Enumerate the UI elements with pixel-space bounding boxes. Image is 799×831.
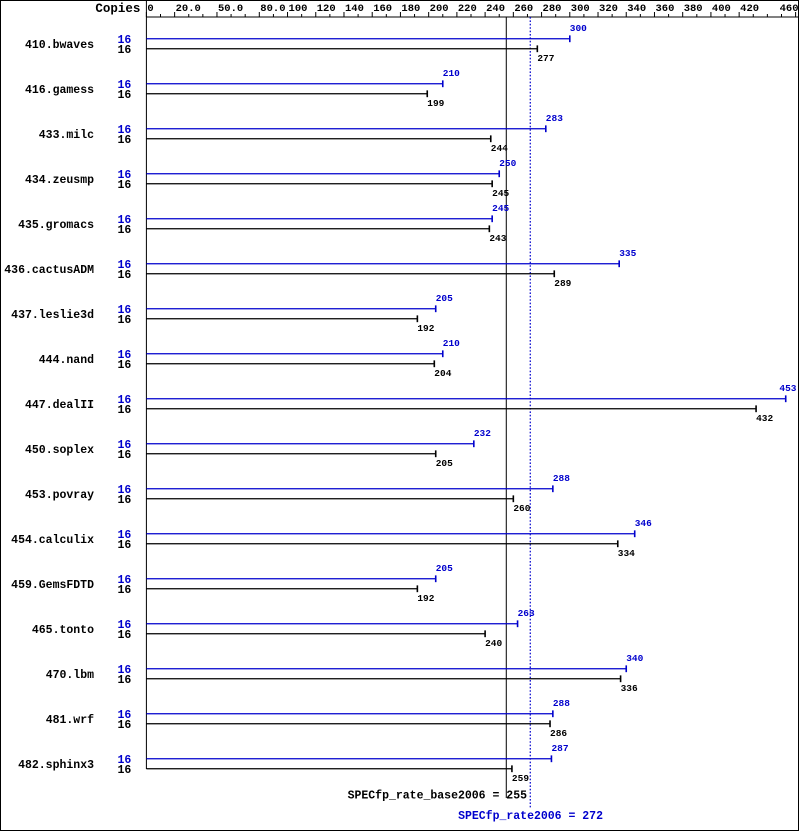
svg-text:340: 340: [627, 3, 646, 15]
svg-text:220: 220: [458, 3, 477, 15]
svg-text:204: 204: [434, 368, 451, 379]
svg-text:300: 300: [570, 23, 587, 34]
svg-text:16: 16: [118, 134, 132, 147]
svg-text:16: 16: [118, 404, 132, 417]
svg-text:263: 263: [518, 608, 535, 619]
svg-text:260: 260: [514, 3, 533, 15]
svg-text:244: 244: [491, 143, 508, 154]
svg-text:120: 120: [317, 3, 336, 15]
svg-text:346: 346: [635, 518, 652, 529]
svg-text:289: 289: [554, 278, 571, 289]
svg-text:300: 300: [571, 3, 590, 15]
svg-text:460: 460: [780, 3, 799, 15]
svg-text:192: 192: [417, 323, 434, 334]
svg-text:100: 100: [289, 3, 308, 15]
svg-text:16: 16: [118, 764, 132, 777]
svg-text:16: 16: [118, 314, 132, 327]
svg-text:210: 210: [443, 68, 460, 79]
svg-text:336: 336: [621, 683, 638, 694]
svg-text:250: 250: [499, 158, 516, 169]
svg-text:205: 205: [436, 458, 453, 469]
svg-text:50.0: 50.0: [218, 3, 243, 15]
svg-text:481.wrf: 481.wrf: [46, 714, 94, 727]
svg-text:360: 360: [655, 3, 674, 15]
svg-text:240: 240: [485, 638, 502, 649]
svg-text:288: 288: [553, 473, 570, 484]
svg-text:286: 286: [550, 728, 567, 739]
svg-text:16: 16: [118, 179, 132, 192]
svg-text:SPECfp_rate_base2006 = 255: SPECfp_rate_base2006 = 255: [348, 790, 528, 803]
svg-text:245: 245: [492, 203, 509, 214]
svg-text:80.0: 80.0: [260, 3, 285, 15]
svg-text:437.leslie3d: 437.leslie3d: [11, 309, 94, 322]
svg-text:432: 432: [756, 413, 773, 424]
svg-text:410.bwaves: 410.bwaves: [25, 39, 94, 52]
svg-text:180: 180: [401, 3, 420, 15]
svg-text:16: 16: [118, 719, 132, 732]
svg-text:16: 16: [118, 359, 132, 372]
svg-text:199: 199: [427, 98, 444, 109]
svg-text:434.zeusmp: 434.zeusmp: [25, 174, 94, 187]
svg-text:16: 16: [118, 449, 132, 462]
svg-text:450.soplex: 450.soplex: [25, 444, 94, 457]
svg-text:453: 453: [779, 383, 796, 394]
svg-text:482.sphinx3: 482.sphinx3: [18, 759, 94, 772]
svg-text:16: 16: [118, 224, 132, 237]
svg-text:SPECfp_rate2006 = 272: SPECfp_rate2006 = 272: [458, 810, 603, 823]
svg-text:283: 283: [546, 113, 563, 124]
svg-text:453.povray: 453.povray: [25, 489, 94, 502]
svg-text:16: 16: [118, 494, 132, 507]
svg-text:16: 16: [118, 674, 132, 687]
svg-text:280: 280: [543, 3, 562, 15]
svg-text:Copies: Copies: [95, 2, 140, 16]
svg-text:380: 380: [684, 3, 703, 15]
svg-text:260: 260: [513, 503, 530, 514]
svg-text:459.GemsFDTD: 459.GemsFDTD: [11, 579, 94, 592]
svg-text:433.milc: 433.milc: [39, 129, 94, 142]
svg-text:16: 16: [118, 539, 132, 552]
svg-text:200: 200: [430, 3, 449, 15]
svg-text:240: 240: [486, 3, 505, 15]
svg-text:245: 245: [492, 188, 509, 199]
svg-text:444.nand: 444.nand: [39, 354, 94, 367]
svg-text:16: 16: [118, 584, 132, 597]
svg-text:340: 340: [626, 653, 643, 664]
svg-text:205: 205: [436, 293, 453, 304]
svg-text:16: 16: [118, 44, 132, 57]
svg-text:447.dealII: 447.dealII: [25, 399, 94, 412]
svg-text:232: 232: [474, 428, 491, 439]
svg-text:16: 16: [118, 629, 132, 642]
svg-text:470.lbm: 470.lbm: [46, 669, 94, 682]
svg-text:400: 400: [712, 3, 731, 15]
svg-text:435.gromacs: 435.gromacs: [18, 219, 94, 232]
svg-text:160: 160: [373, 3, 392, 15]
svg-text:0: 0: [147, 3, 153, 15]
svg-text:16: 16: [118, 269, 132, 282]
svg-text:192: 192: [417, 593, 434, 604]
svg-text:287: 287: [551, 743, 568, 754]
svg-text:210: 210: [443, 338, 460, 349]
svg-text:420: 420: [740, 3, 759, 15]
svg-text:335: 335: [619, 248, 636, 259]
svg-text:416.gamess: 416.gamess: [25, 84, 94, 97]
svg-text:277: 277: [537, 53, 554, 64]
svg-text:334: 334: [618, 548, 635, 559]
svg-text:436.cactusADM: 436.cactusADM: [4, 264, 94, 277]
svg-text:20.0: 20.0: [176, 3, 201, 15]
svg-text:320: 320: [599, 3, 618, 15]
svg-text:16: 16: [118, 89, 132, 102]
svg-text:288: 288: [553, 698, 570, 709]
svg-text:259: 259: [512, 773, 529, 784]
svg-text:205: 205: [436, 563, 453, 574]
svg-text:140: 140: [345, 3, 364, 15]
svg-text:465.tonto: 465.tonto: [32, 624, 94, 637]
svg-text:454.calculix: 454.calculix: [11, 534, 94, 547]
svg-text:243: 243: [489, 233, 506, 244]
